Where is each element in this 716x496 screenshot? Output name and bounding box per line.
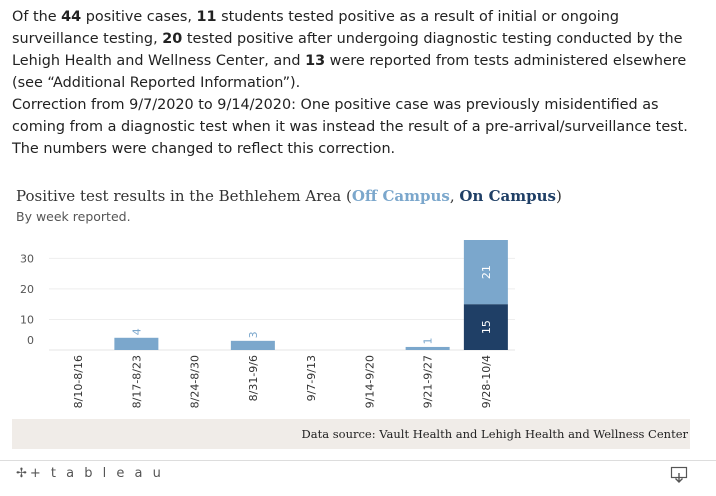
x-tick-label: 8/17-8/23: [130, 355, 143, 408]
bar-off-campus[interactable]: [230, 340, 275, 350]
y-tick-label: 20: [20, 283, 34, 296]
bar-on-campus[interactable]: [463, 304, 508, 350]
x-tick-label: 8/10-8/16: [72, 355, 85, 408]
footer-divider: [0, 460, 716, 461]
tableau-logo-text: + t a b l e a u: [29, 466, 164, 481]
bar-chart: 0 10 20 30 8/10-8/16 4 8/17-8/23 8/24-8/30 3 8/31…: [20, 240, 515, 408]
intro-text-segment: students tested positive as a result of …: [12, 9, 620, 47]
tableau-icon: ✢: [16, 466, 30, 481]
legend-off-campus[interactable]: Off Campus: [351, 187, 450, 205]
intro-count: 20: [162, 31, 183, 47]
download-icon[interactable]: [670, 466, 688, 484]
intro-text: Of the 44 positive cases, 11 students te…: [12, 6, 702, 160]
chart-title-suffix: ): [555, 187, 562, 205]
y-tick-label: 10: [20, 313, 34, 326]
intro-text-segment: Of the: [12, 9, 62, 25]
x-tick-label: 9/28-10/4: [480, 355, 493, 408]
bar-off-campus[interactable]: [463, 240, 508, 305]
intro-paragraph-correction: Correction from 9/7/2020 to 9/14/2020: O…: [12, 97, 688, 157]
data-label: 21: [480, 265, 493, 279]
data-label: 3: [247, 331, 260, 338]
x-tick-label: 8/31-9/6: [247, 355, 260, 401]
intro-paragraph-counts: Of the 44 positive cases, 11 students te…: [12, 6, 702, 94]
intro-text-segment: positive cases,: [81, 9, 197, 25]
x-tick-label: 9/14-9/20: [363, 355, 376, 408]
intro-text-segment: were reported from tests administered el…: [12, 53, 687, 91]
data-label: 1: [422, 337, 435, 344]
y-tick-label: 30: [20, 252, 34, 265]
tableau-logo[interactable]: ✢+ t a b l e a u: [16, 466, 164, 481]
chart-title-prefix: Positive test results in the Bethlehem A…: [16, 187, 352, 205]
chart-title-separator: ,: [449, 187, 460, 205]
intro-text-segment: tested positive after undergoing diagnos…: [12, 31, 683, 69]
intro-count: 13: [305, 53, 326, 69]
legend-on-campus[interactable]: On Campus: [459, 187, 556, 205]
bar-off-campus[interactable]: [405, 346, 450, 350]
chart-title: Positive test results in the Bethlehem A…: [16, 187, 562, 205]
intro-count: 11: [196, 9, 217, 25]
chart-subtitle: By week reported.: [16, 209, 131, 224]
data-source-text: Data source: Vault Health and Lehigh Hea…: [301, 427, 688, 441]
data-label: 15: [480, 320, 493, 334]
source-bar: Data source: Vault Health and Lehigh Hea…: [12, 419, 690, 449]
x-tick-label: 9/7-9/13: [305, 355, 318, 401]
x-tick-label: 9/21-9/27: [422, 355, 435, 408]
bar-off-campus[interactable]: [114, 337, 159, 350]
x-tick-label: 8/24-8/30: [189, 355, 202, 408]
y-tick-label: 0: [27, 334, 34, 347]
data-label: 4: [130, 328, 143, 335]
intro-count: 44: [61, 9, 82, 25]
